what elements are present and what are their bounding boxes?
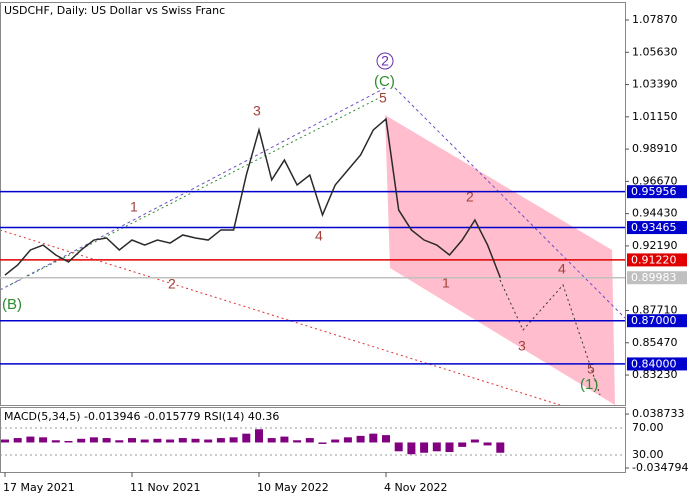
wave-label: 5 [379,90,387,106]
macd-bar [293,440,302,443]
trend-line [394,87,626,319]
y-tick-label: 0.87710 [632,303,678,316]
level-tag [627,271,687,285]
macd-bar [394,442,403,452]
wave-label: 2 [168,276,176,292]
y-tick-label: 0.83230 [632,368,678,381]
macd-bar [483,442,492,446]
macd-bar [178,438,187,443]
macd-bar [458,442,467,447]
wave-label: 3 [518,338,526,354]
macd-bar [496,442,505,453]
y-tick-label: 0.038733 [632,407,685,420]
x-tick-label: 10 May 2022 [257,481,329,494]
macd-bar [382,435,390,443]
macd-bar [331,439,340,443]
wave-label: (C) [374,73,395,90]
macd-bar [39,437,48,443]
x-tick-label: 11 Nov 2021 [130,481,200,494]
wave-label: 3 [253,103,261,119]
level-tag [627,357,687,371]
y-tick-label: 1.07870 [632,13,678,26]
macd-bar [153,438,162,443]
macd-bar [242,433,251,443]
wave-label: (B) [2,296,22,313]
macd-bar [166,439,175,443]
level-label: 0.89983 [631,271,677,284]
macd-bar [255,429,263,443]
macd-bar [420,442,429,453]
y-tick-label: 0.94430 [632,207,678,220]
macd-bar [115,440,124,443]
macd-bar [356,435,365,443]
macd-bar [280,436,289,443]
wave-label: 5 [587,361,595,377]
level-tag [627,314,687,328]
macd-bar [369,433,378,443]
x-tick-label: 17 May 2021 [3,481,75,494]
trend-line [0,87,386,291]
macd-bar [216,438,225,443]
y-tick-label: 0.96670 [632,174,678,187]
wave-circle [376,52,394,70]
level-tag [627,221,687,235]
macd-bar [102,438,111,443]
macd-bar [445,442,454,453]
wave-label: 1 [130,199,138,215]
projection [499,279,601,396]
macd-bar [64,441,73,443]
macd-bar [1,439,9,443]
sub-panel [0,407,626,473]
x-tick-label: 4 Nov 2022 [384,481,447,494]
macd-bar [407,442,416,455]
macd-bar [318,442,327,444]
macd-bar [140,439,149,443]
wave-label: 2 [381,53,389,69]
macd-bar [229,437,238,443]
macd-bar [191,438,200,443]
level-label: 0.91220 [631,253,677,266]
macd-bar [204,439,213,443]
y2-tick-label: 30.00 [632,448,664,461]
y-tick-label: 1.01150 [632,110,678,123]
level-tag [627,253,687,267]
y2-tick-label: 70.00 [632,421,664,434]
macd-bar [128,438,136,443]
y-tick-label: 0.98910 [632,142,678,155]
trend-line [9,94,386,286]
macd-bar [432,442,441,452]
macd-bar [77,438,86,443]
macd-bar [51,440,60,443]
y-tick-label: 0.92190 [632,239,678,252]
macd-bar [343,437,352,443]
level-tag [627,185,687,199]
wave-label: 2 [466,189,474,205]
macd-bar [305,438,314,443]
level-label: 0.84000 [631,357,677,370]
macd-bar [267,438,276,443]
y-tick-label: 1.03390 [632,78,678,91]
level-label: 0.87000 [631,314,677,327]
indicator-title: MACD(5,34,5) -0.013946 -0.015779 RSI(14)… [4,410,279,423]
level-label: 0.95956 [631,185,677,198]
macd-bar [470,439,479,443]
y-tick-label: 0.85470 [632,336,678,349]
wave-label: (1) [580,376,598,393]
wave-label: 4 [315,228,323,244]
y-tick-label: -0.034794 [632,461,688,474]
price-line [4,117,501,279]
wave-label: 1 [442,275,450,291]
wave-label: 4 [558,261,566,277]
chart-title: USDCHF, Daily: US Dollar vs Swiss Franc [4,4,225,17]
macd-bar [89,437,98,443]
macd-bar [13,438,22,443]
main-panel [0,2,626,406]
level-label: 0.93465 [631,221,677,234]
macd-bar [26,436,35,443]
y-tick-label: 1.05630 [632,45,678,58]
